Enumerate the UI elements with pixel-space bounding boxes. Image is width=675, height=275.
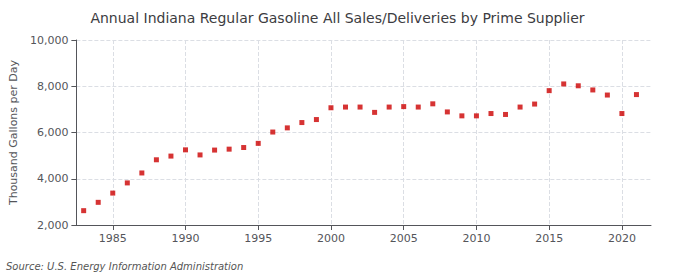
svg-text:2015: 2015	[535, 232, 563, 245]
svg-text:2,000: 2,000	[37, 219, 69, 232]
svg-text:6,000: 6,000	[37, 126, 69, 139]
svg-text:2010: 2010	[462, 232, 490, 245]
svg-text:Source: U.S. Energy Informatio: Source: U.S. Energy Information Administ…	[6, 261, 243, 272]
svg-text:10,000: 10,000	[30, 34, 69, 47]
svg-text:2000: 2000	[317, 232, 345, 245]
svg-text:8,000: 8,000	[37, 80, 69, 93]
svg-text:2020: 2020	[608, 232, 636, 245]
svg-text:Annual Indiana Regular Gasolin: Annual Indiana Regular Gasoline All Sale…	[90, 10, 584, 26]
svg-text:2005: 2005	[390, 232, 418, 245]
svg-text:4,000: 4,000	[37, 172, 69, 185]
svg-text:1990: 1990	[171, 232, 199, 245]
svg-text:Thousand Gallons per Day: Thousand Gallons per Day	[7, 59, 20, 206]
svg-text:1995: 1995	[244, 232, 272, 245]
svg-text:1985: 1985	[99, 232, 127, 245]
